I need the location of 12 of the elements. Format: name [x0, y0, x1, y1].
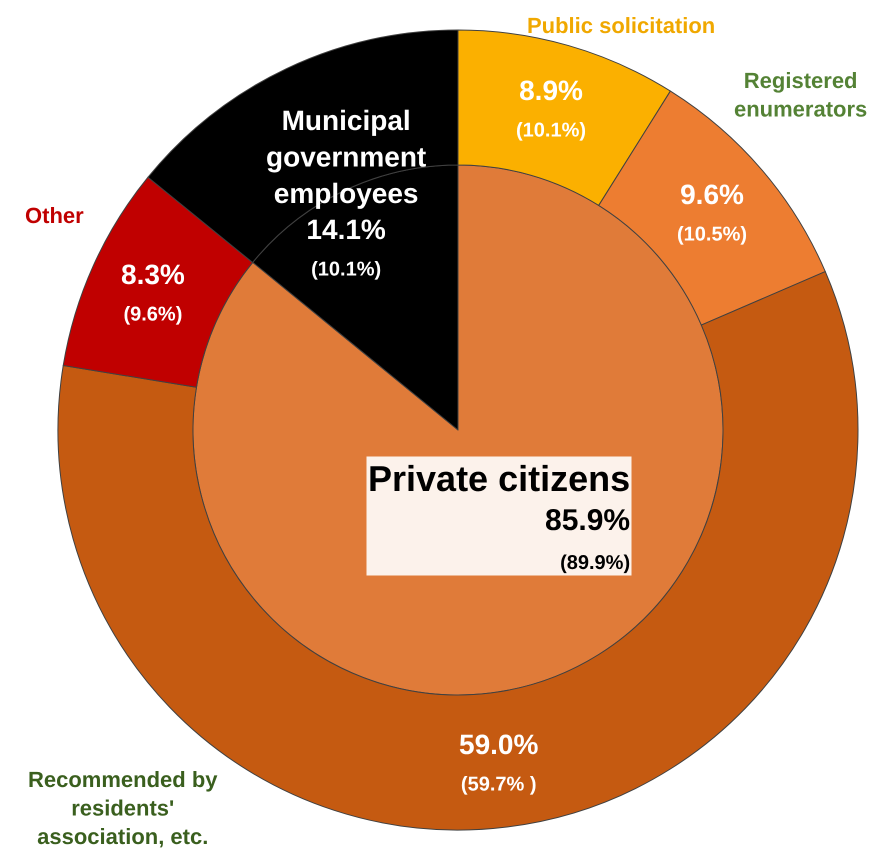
data-label: 8.9% (10.1%) [516, 75, 586, 142]
data-label: 14.1% (10.1%) [306, 214, 386, 281]
slice-label: Municipal government employees [266, 105, 426, 209]
slice-label: Private citizens [368, 458, 630, 499]
slice-label: Public solicitation [527, 13, 716, 38]
data-label: 8.3% (9.6%) [121, 259, 185, 326]
data-label: 9.6% (10.5%) [677, 179, 748, 246]
data-label: 85.9% (89.9%) [545, 504, 630, 574]
slice-label: Recommended by residents' association, etc. [28, 767, 218, 850]
slice-label: Other [25, 203, 84, 228]
slice-label: Registered enumerators [734, 68, 868, 122]
data-label: 59.0% (59.7% ) [459, 729, 538, 796]
